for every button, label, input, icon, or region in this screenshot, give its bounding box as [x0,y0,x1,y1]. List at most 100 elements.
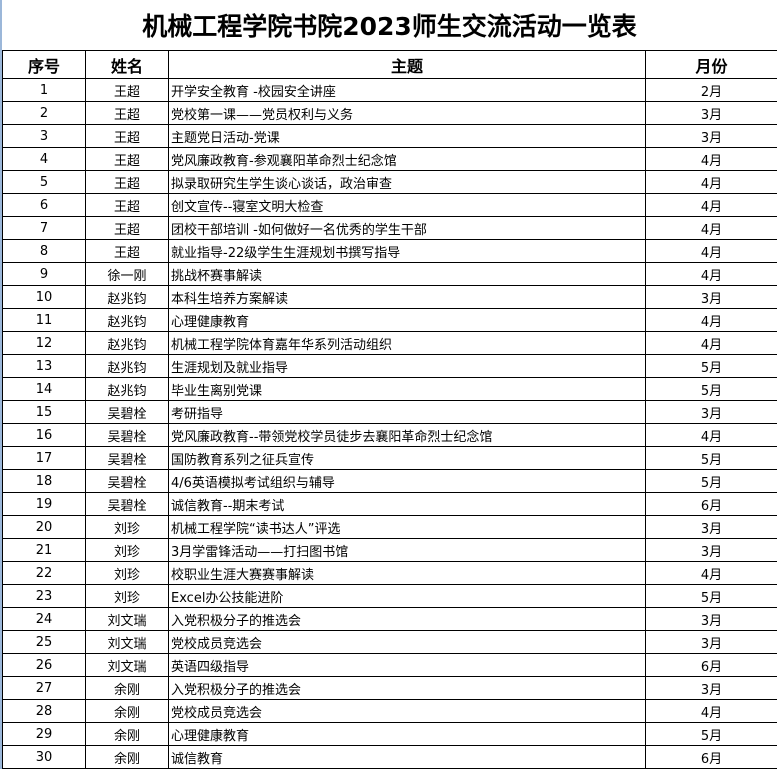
cell-name[interactable]: 刘珍 [85,561,169,585]
header-index[interactable]: 序号 [2,50,86,79]
cell-index[interactable]: 22 [2,561,86,585]
cell-index[interactable]: 9 [2,262,86,286]
cell-month[interactable]: 3月 [645,538,777,562]
cell-index[interactable]: 25 [2,630,86,654]
cell-name[interactable]: 吴碧栓 [85,492,169,516]
cell-topic[interactable]: 英语四级指导 [168,653,646,677]
cell-topic[interactable]: 心理健康教育 [168,308,646,332]
cell-index[interactable]: 27 [2,676,86,700]
cell-month[interactable]: 4月 [645,308,777,332]
cell-topic[interactable]: 入党积极分子的推选会 [168,607,646,631]
cell-name[interactable]: 余刚 [85,745,169,769]
cell-index[interactable]: 3 [2,124,86,148]
cell-month[interactable]: 5月 [645,469,777,493]
cell-topic[interactable]: 本科生培养方案解读 [168,285,646,309]
cell-topic[interactable]: 就业指导-22级学生生涯规划书撰写指导 [168,239,646,263]
cell-topic[interactable]: 校职业生涯大赛赛事解读 [168,561,646,585]
cell-topic[interactable]: 诚信教育 [168,745,646,769]
cell-topic[interactable]: 诚信教育--期末考试 [168,492,646,516]
cell-topic[interactable]: 党校成员竞选会 [168,630,646,654]
cell-name[interactable]: 赵兆钧 [85,354,169,378]
cell-topic[interactable]: 党校第一课——党员权利与义务 [168,101,646,125]
cell-topic[interactable]: 机械工程学院体育嘉年华系列活动组织 [168,331,646,355]
cell-month[interactable]: 4月 [645,216,777,240]
cell-topic[interactable]: 创文宣传--寝室文明大检查 [168,193,646,217]
cell-name[interactable]: 吴碧栓 [85,469,169,493]
cell-name[interactable]: 余刚 [85,722,169,746]
cell-topic[interactable]: Excel办公技能进阶 [168,584,646,608]
cell-name[interactable]: 刘文瑞 [85,653,169,677]
cell-name[interactable]: 王超 [85,170,169,194]
cell-index[interactable]: 30 [2,745,86,769]
cell-name[interactable]: 王超 [85,78,169,102]
cell-index[interactable]: 10 [2,285,86,309]
cell-index[interactable]: 14 [2,377,86,401]
cell-month[interactable]: 4月 [645,239,777,263]
cell-month[interactable]: 3月 [645,676,777,700]
cell-index[interactable]: 28 [2,699,86,723]
cell-month[interactable]: 6月 [645,745,777,769]
cell-topic[interactable]: 主题党日活动-党课 [168,124,646,148]
cell-index[interactable]: 17 [2,446,86,470]
cell-month[interactable]: 4月 [645,147,777,171]
cell-month[interactable]: 5月 [645,354,777,378]
cell-index[interactable]: 26 [2,653,86,677]
cell-topic[interactable]: 3月学雷锋活动——打扫图书馆 [168,538,646,562]
cell-name[interactable]: 赵兆钧 [85,285,169,309]
cell-name[interactable]: 徐一刚 [85,262,169,286]
cell-month[interactable]: 5月 [645,446,777,470]
cell-index[interactable]: 4 [2,147,86,171]
cell-name[interactable]: 刘珍 [85,538,169,562]
cell-name[interactable]: 王超 [85,147,169,171]
cell-name[interactable]: 赵兆钧 [85,308,169,332]
cell-month[interactable]: 4月 [645,170,777,194]
cell-month[interactable]: 3月 [645,400,777,424]
cell-index[interactable]: 7 [2,216,86,240]
cell-topic[interactable]: 拟录取研究生学生谈心谈话，政治审查 [168,170,646,194]
cell-index[interactable]: 5 [2,170,86,194]
cell-month[interactable]: 3月 [645,101,777,125]
cell-name[interactable]: 王超 [85,101,169,125]
cell-topic[interactable]: 毕业生离别党课 [168,377,646,401]
cell-month[interactable]: 3月 [645,515,777,539]
cell-topic[interactable]: 党风廉政教育-参观襄阳革命烈士纪念馆 [168,147,646,171]
cell-index[interactable]: 15 [2,400,86,424]
cell-name[interactable]: 王超 [85,124,169,148]
cell-index[interactable]: 24 [2,607,86,631]
cell-index[interactable]: 18 [2,469,86,493]
cell-month[interactable]: 5月 [645,722,777,746]
cell-index[interactable]: 12 [2,331,86,355]
cell-index[interactable]: 16 [2,423,86,447]
cell-name[interactable]: 吴碧栓 [85,400,169,424]
cell-index[interactable]: 13 [2,354,86,378]
cell-month[interactable]: 4月 [645,561,777,585]
cell-index[interactable]: 6 [2,193,86,217]
cell-topic[interactable]: 4/6英语模拟考试组织与辅导 [168,469,646,493]
header-name[interactable]: 姓名 [85,50,169,79]
cell-name[interactable]: 吴碧栓 [85,446,169,470]
cell-name[interactable]: 王超 [85,193,169,217]
cell-name[interactable]: 余刚 [85,699,169,723]
cell-month[interactable]: 2月 [645,78,777,102]
cell-index[interactable]: 23 [2,584,86,608]
cell-name[interactable]: 刘珍 [85,584,169,608]
cell-topic[interactable]: 国防教育系列之征兵宣传 [168,446,646,470]
cell-month[interactable]: 3月 [645,124,777,148]
cell-month[interactable]: 3月 [645,630,777,654]
cell-topic[interactable]: 机械工程学院“读书达人”评选 [168,515,646,539]
cell-topic[interactable]: 入党积极分子的推选会 [168,676,646,700]
cell-index[interactable]: 2 [2,101,86,125]
cell-index[interactable]: 8 [2,239,86,263]
cell-topic[interactable]: 考研指导 [168,400,646,424]
cell-month[interactable]: 5月 [645,377,777,401]
cell-index[interactable]: 11 [2,308,86,332]
cell-topic[interactable]: 团校干部培训 -如何做好一名优秀的学生干部 [168,216,646,240]
cell-index[interactable]: 21 [2,538,86,562]
cell-name[interactable]: 吴碧栓 [85,423,169,447]
cell-name[interactable]: 赵兆钧 [85,331,169,355]
cell-topic[interactable]: 心理健康教育 [168,722,646,746]
cell-index[interactable]: 20 [2,515,86,539]
cell-topic[interactable]: 生涯规划及就业指导 [168,354,646,378]
cell-topic[interactable]: 开学安全教育 -校园安全讲座 [168,78,646,102]
header-topic[interactable]: 主题 [168,50,646,79]
